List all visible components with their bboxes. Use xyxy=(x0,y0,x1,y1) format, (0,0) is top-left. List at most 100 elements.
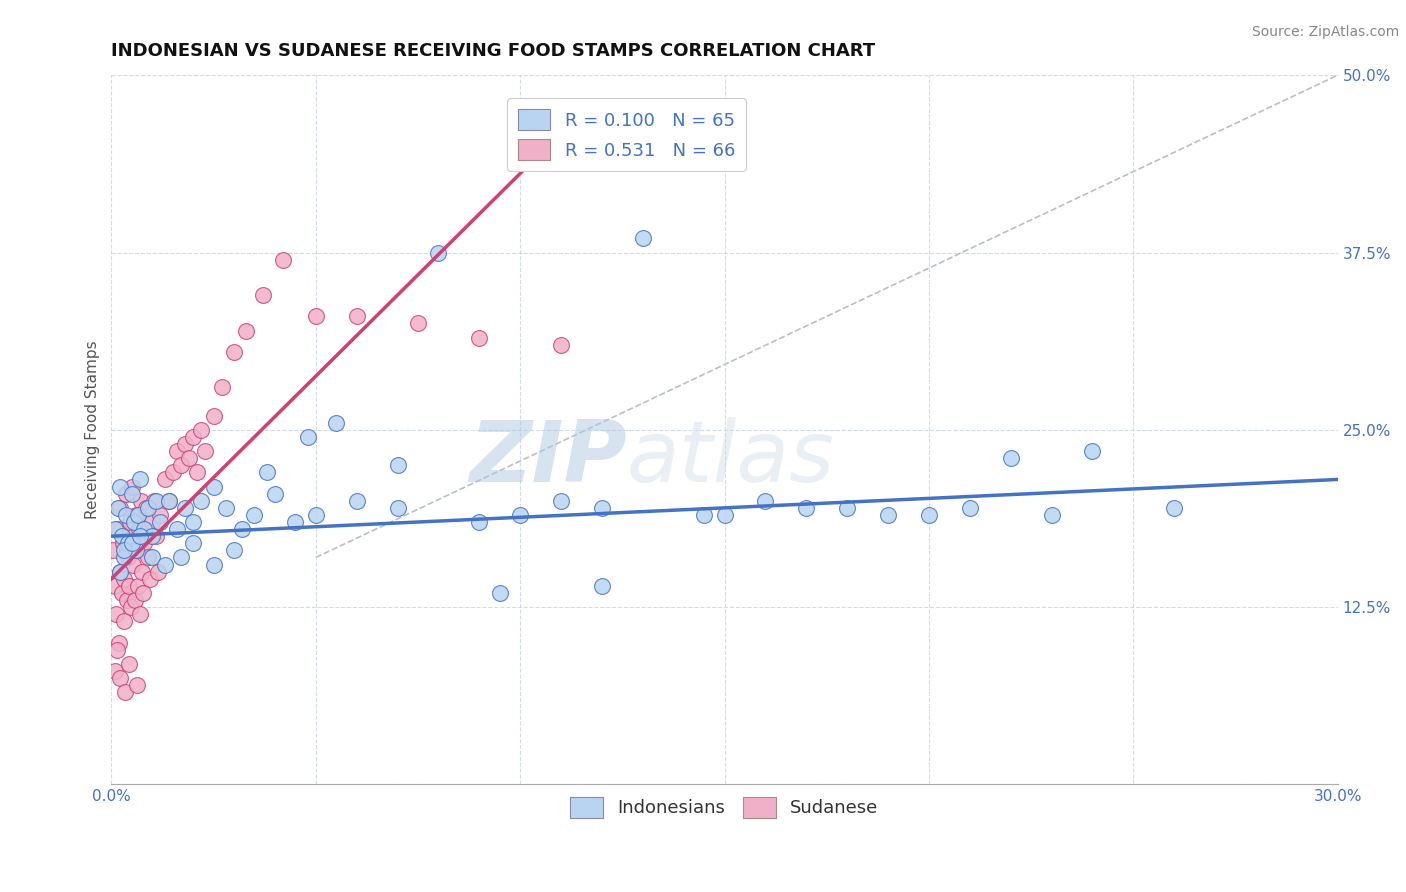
Point xyxy=(114,508,136,522)
Point xyxy=(103,543,125,558)
Point xyxy=(108,479,131,493)
Point xyxy=(231,522,253,536)
Point xyxy=(713,508,735,522)
Point xyxy=(121,558,143,572)
Point xyxy=(108,500,131,515)
Point xyxy=(427,245,450,260)
Point xyxy=(1040,508,1063,522)
Text: Source: ZipAtlas.com: Source: ZipAtlas.com xyxy=(1251,25,1399,39)
Point xyxy=(111,529,134,543)
Point xyxy=(918,508,941,522)
Point xyxy=(132,522,155,536)
Point xyxy=(112,615,135,629)
Point xyxy=(117,550,139,565)
Point xyxy=(124,593,146,607)
Point xyxy=(186,466,208,480)
Point xyxy=(105,642,128,657)
Point xyxy=(243,508,266,522)
Point xyxy=(346,310,368,324)
Text: atlas: atlas xyxy=(627,417,834,500)
Point xyxy=(128,522,150,536)
Point xyxy=(153,473,176,487)
Point xyxy=(202,558,225,572)
Point xyxy=(131,565,153,579)
Point xyxy=(157,493,180,508)
Point xyxy=(387,458,409,473)
Point xyxy=(117,579,139,593)
Point xyxy=(143,493,166,508)
Y-axis label: Receiving Food Stamps: Receiving Food Stamps xyxy=(86,341,100,519)
Point xyxy=(141,515,163,529)
Text: ZIP: ZIP xyxy=(468,417,627,500)
Point xyxy=(181,430,204,444)
Point xyxy=(107,635,129,649)
Point xyxy=(235,324,257,338)
Point xyxy=(121,536,143,550)
Point xyxy=(129,529,152,543)
Point xyxy=(118,515,141,529)
Point xyxy=(181,515,204,529)
Point xyxy=(166,444,188,458)
Legend: Indonesians, Sudanese: Indonesians, Sudanese xyxy=(564,789,886,825)
Point xyxy=(174,500,197,515)
Point xyxy=(794,500,817,515)
Point xyxy=(222,344,245,359)
Point xyxy=(117,536,139,550)
Point xyxy=(141,550,163,565)
Point xyxy=(550,493,572,508)
Point xyxy=(222,543,245,558)
Point xyxy=(305,310,328,324)
Point xyxy=(181,536,204,550)
Point xyxy=(509,508,531,522)
Point xyxy=(174,437,197,451)
Point xyxy=(693,508,716,522)
Point xyxy=(121,486,143,500)
Point xyxy=(107,500,129,515)
Point xyxy=(121,479,143,493)
Point xyxy=(127,678,149,692)
Point xyxy=(488,586,510,600)
Point xyxy=(135,500,157,515)
Point xyxy=(129,493,152,508)
Point xyxy=(105,607,128,622)
Point xyxy=(122,515,145,529)
Point xyxy=(406,317,429,331)
Point xyxy=(284,515,307,529)
Point xyxy=(256,466,278,480)
Point xyxy=(202,479,225,493)
Point xyxy=(153,558,176,572)
Point xyxy=(215,500,238,515)
Point xyxy=(139,572,162,586)
Point xyxy=(104,664,127,678)
Point xyxy=(170,550,193,565)
Point xyxy=(149,515,172,529)
Point xyxy=(387,500,409,515)
Point xyxy=(591,500,613,515)
Point xyxy=(1000,451,1022,466)
Point xyxy=(591,579,613,593)
Point xyxy=(107,522,129,536)
Point xyxy=(115,593,138,607)
Point xyxy=(346,493,368,508)
Point xyxy=(194,444,217,458)
Point xyxy=(141,529,163,543)
Point xyxy=(1163,500,1185,515)
Point xyxy=(125,543,148,558)
Point xyxy=(550,337,572,351)
Point xyxy=(325,416,347,430)
Point xyxy=(111,586,134,600)
Point xyxy=(122,529,145,543)
Point xyxy=(110,671,132,685)
Point xyxy=(145,529,167,543)
Point xyxy=(305,508,328,522)
Point xyxy=(110,565,132,579)
Point xyxy=(754,493,776,508)
Point xyxy=(170,458,193,473)
Point xyxy=(129,607,152,622)
Point xyxy=(114,685,136,699)
Point xyxy=(1081,444,1104,458)
Point xyxy=(177,451,200,466)
Point xyxy=(297,430,319,444)
Point xyxy=(468,515,491,529)
Point xyxy=(166,522,188,536)
